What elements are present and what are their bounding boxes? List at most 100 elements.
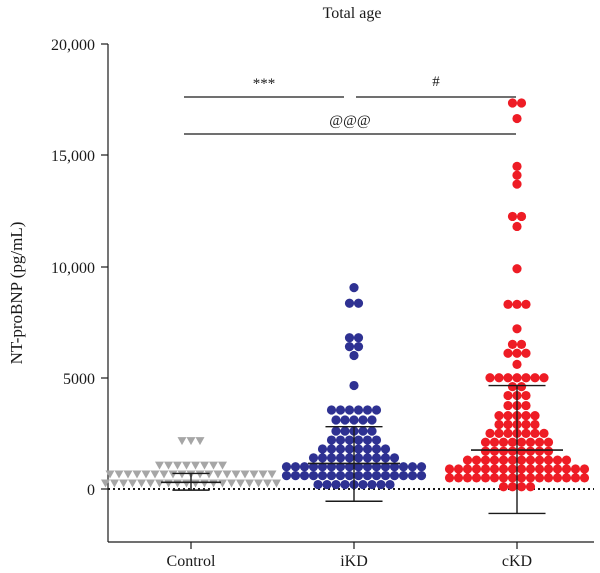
point-control xyxy=(101,479,110,488)
point-ckd xyxy=(507,482,518,492)
point-ckd xyxy=(521,348,531,358)
point-control xyxy=(182,479,191,488)
point-ckd xyxy=(512,221,522,232)
point-ckd xyxy=(480,473,491,483)
point-ckd xyxy=(512,359,522,369)
point-ikd xyxy=(398,462,409,472)
point-ikd xyxy=(358,415,368,425)
point-ckd xyxy=(516,464,527,474)
point-control xyxy=(159,470,169,479)
point-control xyxy=(191,461,200,470)
point-ckd xyxy=(512,373,522,383)
point-ikd xyxy=(290,471,301,481)
point-ckd xyxy=(507,382,518,392)
point-ckd xyxy=(530,410,540,421)
point-ikd xyxy=(326,471,337,481)
point-control xyxy=(245,479,254,488)
point-control xyxy=(128,479,137,488)
point-ikd xyxy=(290,462,301,472)
point-ckd xyxy=(512,170,522,180)
point-ikd xyxy=(349,415,359,425)
point-control xyxy=(191,479,200,488)
point-ckd xyxy=(543,446,554,456)
point-ikd xyxy=(344,444,355,454)
point-ckd xyxy=(521,299,531,309)
point-ckd xyxy=(462,455,473,465)
point-ikd xyxy=(407,462,418,472)
point-ckd xyxy=(570,464,581,474)
point-control xyxy=(155,479,164,488)
point-ckd xyxy=(498,464,509,474)
point-ikd xyxy=(322,479,332,490)
point-ckd xyxy=(534,473,545,483)
y-tick-labels: 0 5000 10,000 15,000 20,000 xyxy=(51,37,95,499)
point-ikd xyxy=(353,298,364,308)
errorbar-ikd xyxy=(308,426,400,502)
point-ikd xyxy=(308,453,319,463)
point-ckd xyxy=(516,211,527,222)
point-control xyxy=(182,461,191,470)
significance-label-ikd-ckd: # xyxy=(432,74,440,90)
point-ckd xyxy=(543,437,554,447)
point-ikd xyxy=(358,426,368,436)
point-ckd xyxy=(512,264,522,274)
point-ckd xyxy=(480,464,491,474)
point-ikd xyxy=(340,479,350,490)
point-ckd xyxy=(516,437,527,447)
point-ckd xyxy=(521,390,531,401)
point-ckd xyxy=(525,473,536,483)
point-ckd xyxy=(489,473,500,483)
point-ikd xyxy=(353,453,364,463)
point-control xyxy=(146,479,155,488)
point-ikd xyxy=(349,380,359,391)
point-ikd xyxy=(335,453,346,463)
point-ckd xyxy=(530,428,540,438)
point-ikd xyxy=(299,462,310,472)
y-tick-label-0: 0 xyxy=(87,482,95,499)
point-ikd xyxy=(317,462,328,472)
point-ckd xyxy=(444,464,455,474)
x-tick-labels: Control iKD cKD xyxy=(167,553,533,570)
y-tick-label-1: 5000 xyxy=(63,371,95,388)
point-control xyxy=(263,479,272,488)
point-ikd xyxy=(371,462,382,472)
point-control xyxy=(195,437,205,446)
chart-title: Total age xyxy=(323,5,382,22)
point-ikd xyxy=(380,462,391,472)
point-control xyxy=(141,470,151,479)
point-ckd xyxy=(534,446,545,456)
point-ckd xyxy=(539,428,549,438)
x-tick-label-ckd: cKD xyxy=(502,553,532,570)
point-ikd xyxy=(317,444,328,454)
point-ikd xyxy=(362,453,373,463)
point-ikd xyxy=(349,350,359,361)
point-ikd xyxy=(416,471,427,481)
point-ckd xyxy=(512,179,522,189)
point-ckd xyxy=(525,482,536,492)
point-ckd xyxy=(579,473,590,483)
point-control xyxy=(204,470,214,479)
point-ckd xyxy=(516,455,527,465)
point-ikd xyxy=(371,444,382,454)
point-ikd xyxy=(362,405,373,415)
point-ckd xyxy=(530,419,540,430)
point-ikd xyxy=(313,479,323,490)
point-ikd xyxy=(371,405,382,415)
point-control xyxy=(218,461,227,470)
point-control xyxy=(231,470,241,479)
point-ikd xyxy=(326,453,337,463)
point-control xyxy=(209,479,218,488)
point-ckd xyxy=(525,455,536,465)
point-control xyxy=(177,437,187,446)
point-ckd xyxy=(507,455,518,465)
point-control xyxy=(267,470,277,479)
point-ckd xyxy=(552,464,563,474)
point-ikd xyxy=(362,444,373,454)
point-ikd xyxy=(353,435,364,445)
point-ikd xyxy=(353,444,364,454)
point-ckd xyxy=(525,437,536,447)
point-ckd xyxy=(512,324,522,334)
point-ckd xyxy=(498,446,509,456)
point-ikd xyxy=(407,471,418,481)
